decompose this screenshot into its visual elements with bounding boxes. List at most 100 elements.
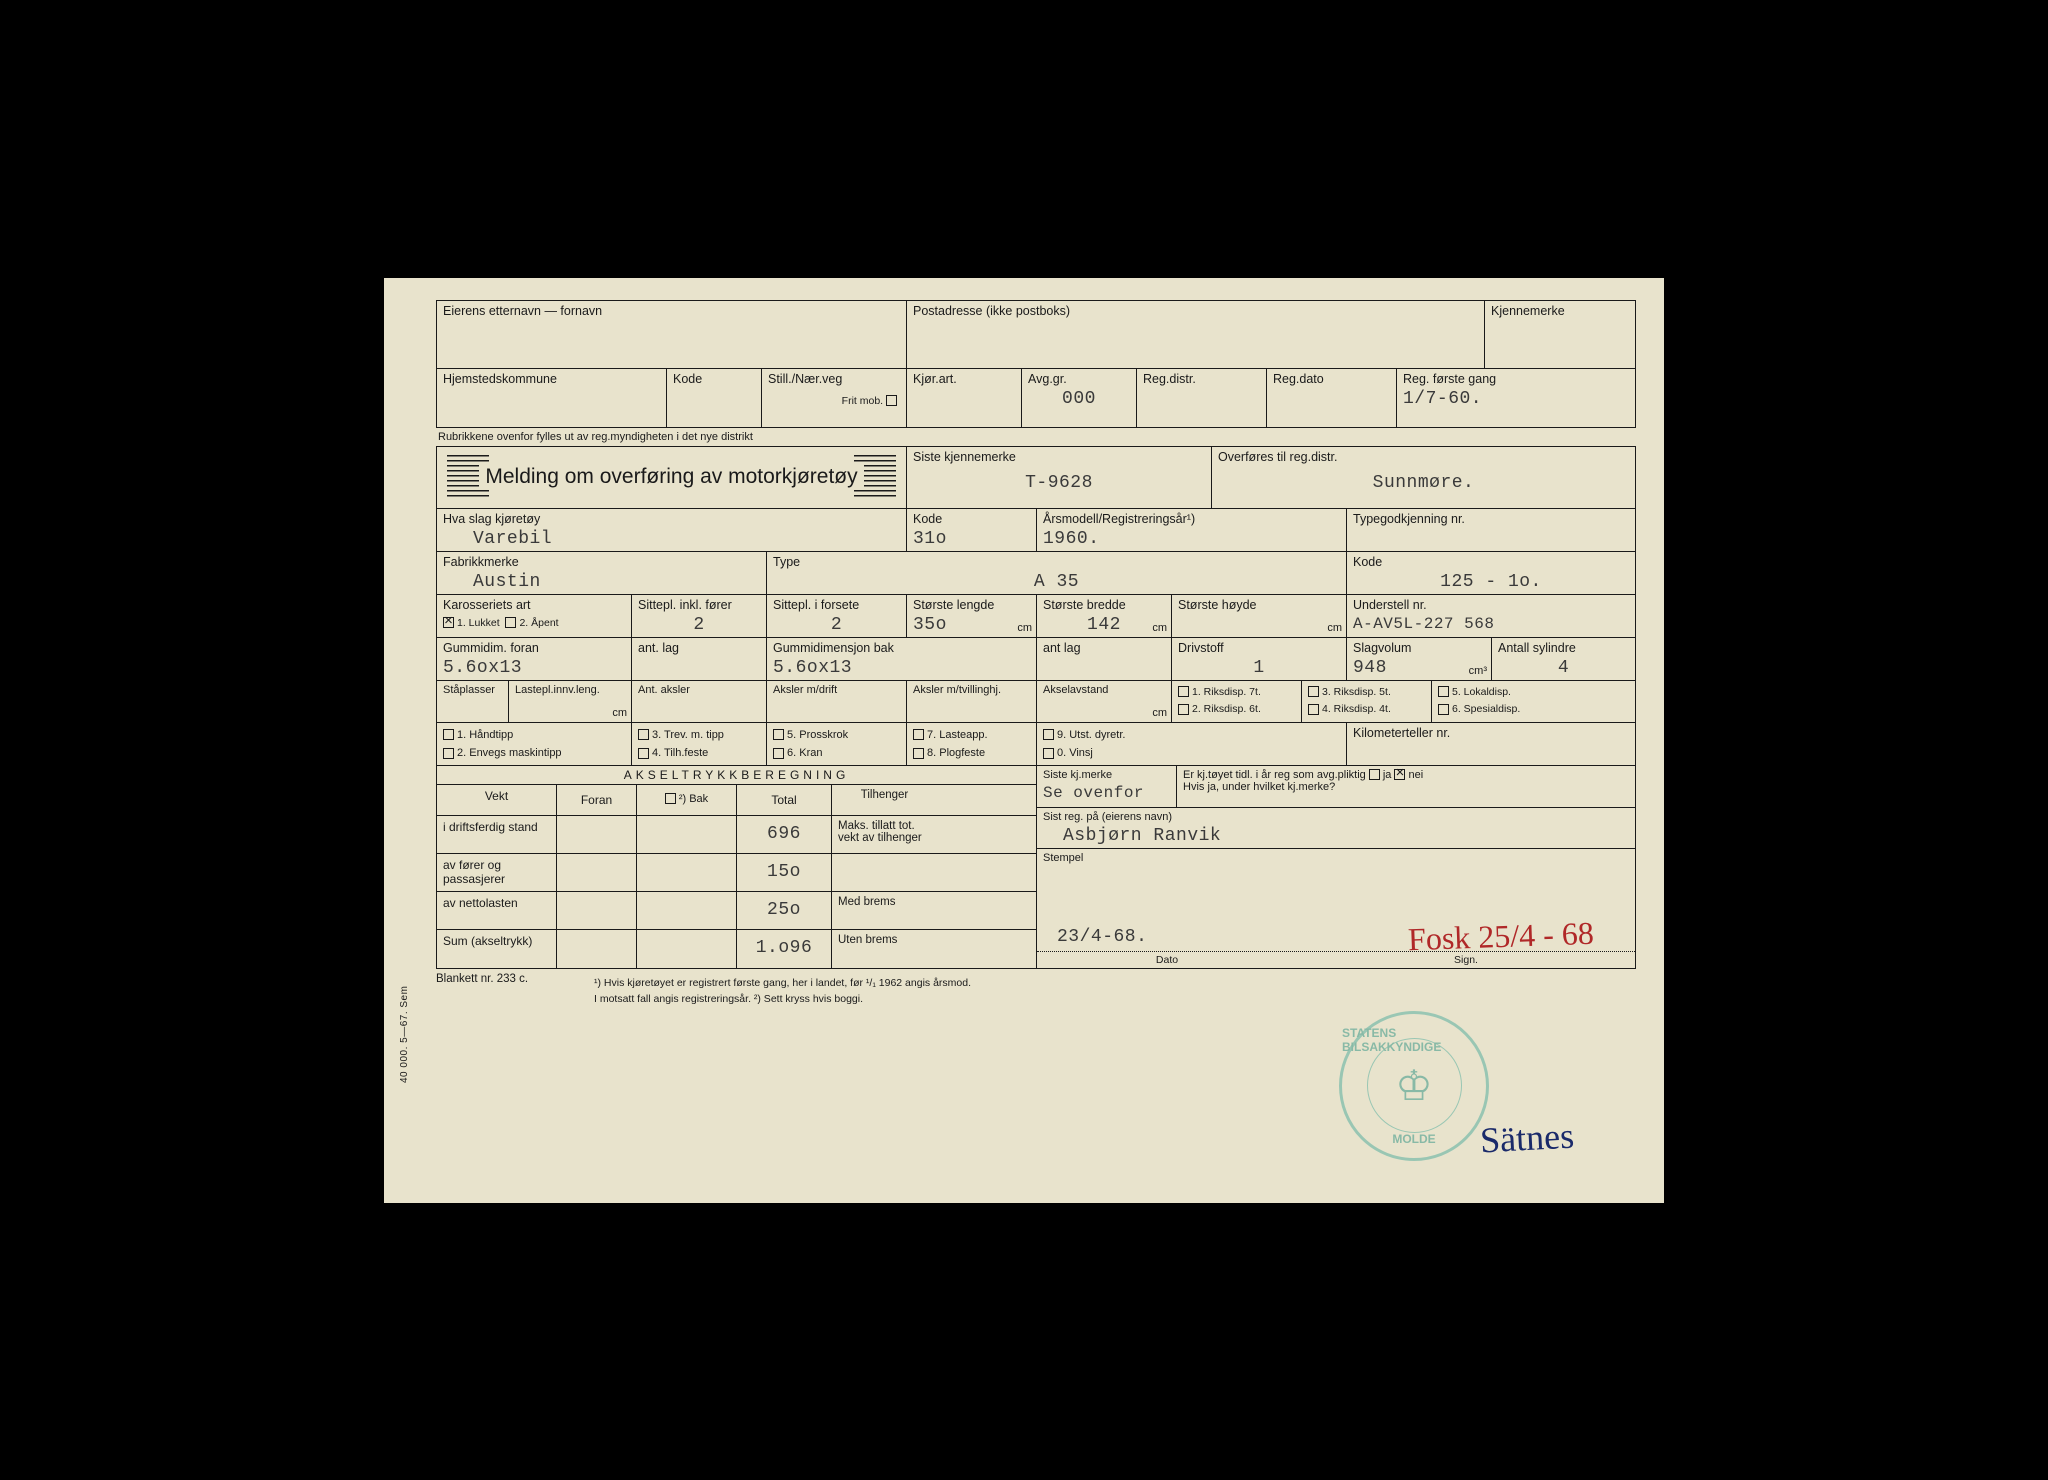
slag-label: Hva slag kjøretøy (443, 512, 900, 527)
slag-value: Varebil (443, 527, 900, 549)
address-label: Postadresse (ikke postboks) (913, 304, 1478, 319)
form-container: Eierens etternavn — fornavn Postadresse … (436, 300, 1636, 428)
overf-value: Sunnmøre. (1218, 465, 1629, 493)
er-label: Er kj.tøyet tidl. i år reg som avg.plikt… (1183, 769, 1366, 781)
lengde-label: Største lengde (913, 598, 1030, 613)
form-title: Melding om overføring av motorkjøretøy (479, 464, 863, 490)
avggr-value: 000 (1028, 387, 1130, 409)
siste-kj-value: T-9628 (913, 465, 1205, 493)
aksler-drift: Aksler m/drift (773, 684, 900, 697)
vkode2-value: 125 - 1o. (1353, 570, 1629, 592)
spesial: 6. Spesialdisp. (1452, 703, 1520, 715)
regforste-value: 1/7-60. (1403, 387, 1629, 409)
type-value: A 35 (773, 570, 1340, 592)
t1: Maks. tillatt tot. vekt av tilhenger (832, 816, 937, 853)
siste2-value: Se ovenfor (1043, 782, 1170, 802)
vkode-label: Kode (913, 512, 1030, 527)
type-label: Type (773, 555, 1340, 570)
slagvolum-label: Slagvolum (1353, 641, 1485, 656)
official-stamp: STATENS BILSAKKYNDIGE ♔ MOLDE (1339, 1011, 1489, 1161)
e1: 1. Håndtipp (457, 729, 513, 741)
side-print: 40 000. 5—67. Sem (399, 985, 410, 1082)
sittepl-label: Sittepl. inkl. fører (638, 598, 760, 613)
nei: nei (1408, 769, 1423, 781)
hvis-label: Hvis ja, under hvilket kj.merke? (1183, 781, 1335, 793)
sittepl-value: 2 (638, 613, 760, 635)
antlag2-label: ant lag (1043, 641, 1165, 656)
cm3-unit: cm³ (1469, 665, 1487, 677)
akselavstand: Akselavstand (1043, 684, 1165, 697)
drivstoff-value: 1 (1178, 656, 1340, 678)
antaksler: Ant. aksler (638, 684, 760, 697)
r1-lbl: i driftsferdig stand (437, 816, 557, 853)
gummib-value: 5.6ox13 (773, 656, 1030, 678)
sistreg-label: Sist reg. på (eierens navn) (1043, 811, 1629, 824)
kode-label: Kode (673, 372, 755, 387)
ja: ja (1383, 769, 1392, 781)
riks6: 2. Riksdisp. 6t. (1192, 703, 1261, 715)
t2: Med brems (832, 892, 937, 929)
siste-kj-label: Siste kjennemerke (913, 450, 1205, 465)
bredde-value: 142 (1043, 613, 1165, 635)
gummif-value: 5.6ox13 (443, 656, 625, 678)
red-annotation: Fosk 25/4 - 68 (1408, 914, 1595, 957)
bak-hdr: ²) Bak (679, 793, 708, 805)
signature: Sätnes (1479, 1114, 1575, 1161)
cm-unit: cm (1017, 622, 1032, 634)
t3: Uten brems (832, 930, 937, 968)
r1v: 696 (737, 816, 832, 853)
hjemsted-label: Hjemstedskommune (443, 372, 660, 387)
vkode2-label: Kode (1353, 555, 1629, 570)
aksler-tvill: Aksler m/tvillinghj. (913, 684, 1030, 697)
footnote-1: ¹) Hvis kjøretøyet er registrert første … (586, 973, 1636, 989)
fabrikk-value: Austin (443, 570, 760, 592)
plate-label: Kjennemerke (1491, 304, 1629, 319)
fabrikk-label: Fabrikkmerke (443, 555, 760, 570)
cm-unit: cm (1327, 622, 1342, 634)
e6: 6. Kran (787, 747, 822, 759)
footnote-2: I motsatt fall angis registreringsår. ²)… (586, 989, 1636, 1005)
e4: 4. Tilh.feste (652, 747, 708, 759)
e3: 3. Trev. m. tipp (652, 729, 724, 741)
e5: 5. Prosskrok (787, 729, 848, 741)
km-label: Kilometerteller nr. (1353, 726, 1629, 741)
gummib-label: Gummidimensjon bak (773, 641, 1030, 656)
stempel-label: Stempel (1043, 852, 1629, 865)
e7: 7. Lasteapp. (927, 729, 988, 741)
lokal: 5. Lokaldisp. (1452, 686, 1511, 698)
kaross-1: 1. Lukket (457, 617, 500, 629)
vekt-hdr: Vekt (437, 785, 557, 815)
hoyde-label: Største høyde (1178, 598, 1340, 613)
stamp-top: STATENS BILSAKKYNDIGE (1342, 1026, 1486, 1054)
tilh-hdr: Tilhenger (832, 785, 937, 815)
bredde-label: Største bredde (1043, 598, 1165, 613)
kjorart-label: Kjør.art. (913, 372, 1015, 387)
riks7: 1. Riksdisp. 7t. (1192, 686, 1261, 698)
blankett-nr: Blankett nr. 233 c. (436, 973, 586, 1005)
kaross-lukket-checkbox (443, 617, 454, 628)
understell-value: A-AV5L-227 568 (1353, 613, 1629, 633)
r4v: 1.o96 (737, 930, 832, 968)
e8: 8. Plogfeste (927, 747, 985, 759)
vkode-value: 31o (913, 527, 1030, 549)
understell-label: Understell nr. (1353, 598, 1629, 613)
total-hdr: Total (737, 785, 832, 815)
lengde-value: 35o (913, 613, 1030, 635)
still-label: Still./Nær.veg (768, 372, 900, 387)
rubrik-note: Rubrikkene ovenfor fylles ut av reg.mynd… (436, 428, 1636, 446)
slagvolum-value: 948 (1353, 656, 1485, 678)
owner-label: Eierens etternavn — fornavn (443, 304, 900, 319)
drivstoff-label: Drivstoff (1178, 641, 1340, 656)
overf-label: Overføres til reg.distr. (1218, 450, 1629, 465)
arsmodell-label: Årsmodell/Registreringsår¹) (1043, 512, 1340, 527)
document-page: 40 000. 5—67. Sem Eierens etternavn — fo… (384, 278, 1664, 1203)
lastepl: Lastepl.innv.leng. (515, 684, 625, 697)
r2-lbl: av fører og passasjerer (437, 854, 557, 891)
sitteplf-label: Sittepl. i forsete (773, 598, 900, 613)
r4-lbl: Sum (akseltrykk) (437, 930, 557, 968)
dato-value: 23/4-68. (1057, 925, 1147, 947)
e9: 9. Utst. dyretr. (1057, 729, 1125, 741)
kaross-apent-checkbox (505, 617, 516, 628)
antlag-label: ant. lag (638, 641, 760, 656)
e2: 2. Envegs maskintipp (457, 747, 562, 759)
